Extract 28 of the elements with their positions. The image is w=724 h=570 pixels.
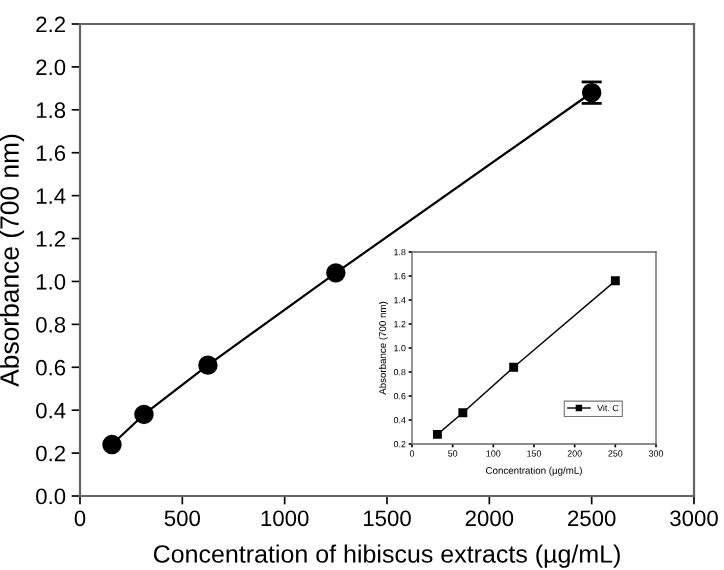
y-tick-label: 1.6	[36, 145, 66, 161]
y-tick-label: 1.8	[36, 102, 66, 119]
point	[326, 263, 346, 283]
x-tick-label: 500	[164, 510, 200, 527]
y-tick-label: 2.2	[36, 16, 65, 33]
y-tick-label: 2.0	[36, 59, 66, 76]
x-tick-label: 2000	[465, 510, 514, 527]
x-tick-label: 1000	[261, 510, 309, 527]
y-tick-label: 1.2	[36, 231, 65, 247]
point	[134, 404, 154, 425]
point	[509, 362, 519, 372]
y-tick-label: 0.2	[36, 445, 65, 462]
y-tick-label: 1.0	[36, 273, 66, 290]
x-tick-label: 1500	[363, 510, 411, 527]
point	[102, 434, 122, 455]
y-tick-label: 0.0	[36, 488, 66, 505]
y-tick-label: 0.8	[36, 316, 66, 333]
y-tick-label: 0.4	[36, 402, 66, 419]
x-tick-label: 3000	[670, 510, 718, 527]
y-tick-label: 0.6	[36, 359, 66, 376]
point	[198, 355, 218, 375]
x-tick-label: 2500	[568, 510, 616, 527]
point	[458, 408, 468, 418]
x-axis-title: Concentration of hibiscus extracts (µg/mL)	[153, 544, 620, 568]
x-tick-label: 0	[74, 510, 86, 527]
y-tick-label: 1.4	[36, 188, 66, 204]
point	[432, 429, 442, 439]
y-axis-title: Absorbance (700 nm)	[0, 134, 25, 387]
